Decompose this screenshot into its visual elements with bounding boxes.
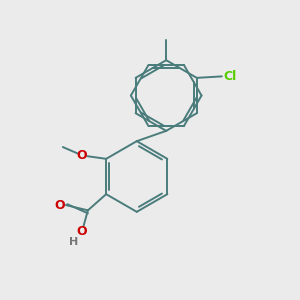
Text: H: H: [69, 237, 78, 247]
Text: Cl: Cl: [224, 70, 237, 83]
Text: O: O: [77, 225, 87, 238]
Text: O: O: [55, 199, 65, 212]
Text: O: O: [77, 149, 87, 162]
